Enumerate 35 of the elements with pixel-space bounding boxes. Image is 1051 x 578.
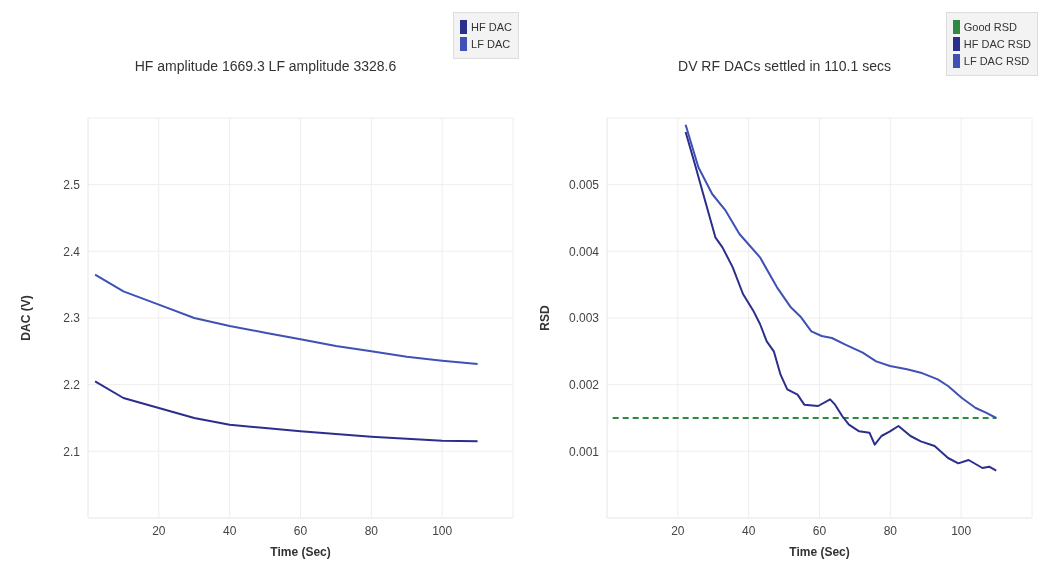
x-tick-label: 80 [364, 523, 379, 538]
y-axis-title: DAC (V) [19, 295, 34, 341]
y-tick-label: 2.4 [63, 244, 81, 259]
y-tick-label: 0.004 [568, 244, 600, 259]
legend-label: LF DAC RSD [963, 55, 1030, 67]
x-axis-title: Time (Sec) [270, 545, 331, 559]
x-tick-label: 100 [432, 523, 453, 538]
legend-label: LF DAC [471, 38, 511, 50]
x-tick-label: 60 [293, 523, 308, 538]
x-tick-label: 20 [671, 523, 685, 538]
y-tick-label: 0.003 [568, 311, 600, 326]
chart-title: HF amplitude 1669.3 LF amplitude 3328.6 [133, 58, 398, 74]
x-axis-title: Time (Sec) [789, 545, 850, 559]
line-series [684, 123, 998, 419]
y-tick-label: 0.002 [568, 377, 600, 392]
line-series [94, 273, 479, 365]
x-tick-label: 60 [812, 523, 827, 538]
y-tick-label: 2.3 [63, 311, 81, 326]
legend-label: HF DAC [471, 21, 512, 33]
y-tick-label: 2.2 [63, 377, 81, 392]
x-tick-label: 40 [222, 523, 237, 538]
x-tick-label: 100 [951, 523, 972, 538]
chart-title: DV RF DACs settled in 110.1 secs [678, 58, 891, 74]
legend-label: Good RSD [963, 21, 1017, 33]
y-tick-label: 0.001 [568, 444, 600, 459]
x-tick-label: 20 [152, 523, 166, 538]
x-tick-label: 40 [741, 523, 756, 538]
line-series [94, 380, 479, 443]
x-tick-label: 80 [883, 523, 898, 538]
y-axis-title: RSD [538, 305, 553, 331]
line-series [684, 131, 998, 472]
y-tick-label: 2.5 [63, 177, 81, 192]
y-tick-label: 0.005 [568, 177, 600, 192]
y-tick-label: 2.1 [63, 444, 81, 459]
legend-label: HF DAC RSD [963, 38, 1031, 50]
